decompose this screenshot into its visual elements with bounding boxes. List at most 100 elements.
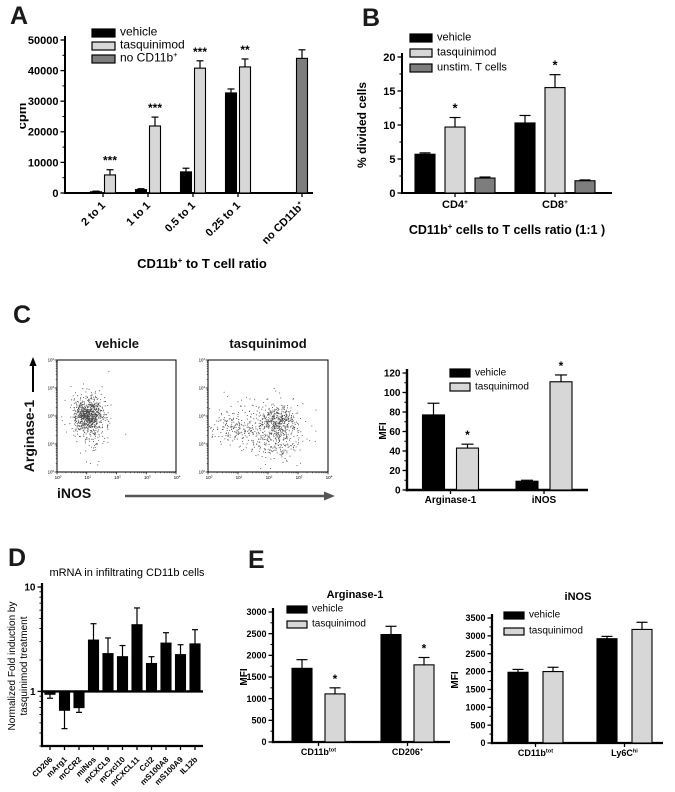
y-tick-label: 2000 xyxy=(246,650,266,660)
y-tick-label: 120 xyxy=(384,369,401,380)
x-axis-title: CD11b+ cells to T cells ratio (1:1 ) xyxy=(409,222,605,237)
flow-x-tick-label: 101 xyxy=(84,474,91,480)
bar xyxy=(549,381,573,491)
significance-star: * xyxy=(559,359,564,373)
bar xyxy=(515,480,539,491)
flow-y-tick-label: 100 xyxy=(48,469,55,475)
bar xyxy=(295,57,309,194)
y-tick-label: 0 xyxy=(480,738,485,748)
y-tick-label: 20000 xyxy=(28,127,59,139)
bar xyxy=(238,66,252,194)
bar xyxy=(421,414,446,491)
bar xyxy=(413,664,435,743)
y-tick-label: 20 xyxy=(389,466,401,477)
bar xyxy=(116,656,129,692)
bar xyxy=(455,447,480,491)
panel-e_inos-chart: 0 500 1000 1500 2000 2500 3000 3500 CD11btot Ly6C… xyxy=(450,591,663,758)
y-axis-title-line1: Normalized Fold induction by xyxy=(7,602,18,731)
legend-label: tasquinimod xyxy=(529,626,583,637)
category-label: Ly6Chi xyxy=(611,748,638,758)
bar xyxy=(414,153,436,194)
panel-e_arg-chart: 0 500 1000 1500 2000 2500 3000 CD11btot CD206+ * *… xyxy=(240,589,450,757)
flow-x-tick-label: 104 xyxy=(326,474,333,480)
flow-x-tick-label: 100 xyxy=(55,474,62,480)
bar xyxy=(291,667,313,743)
flow-x-tick-label: 100 xyxy=(206,474,213,480)
legend-label: vehicle xyxy=(120,25,158,39)
y-axis-title: MFI xyxy=(450,671,461,688)
category-label: 0.25 to 1 xyxy=(204,200,244,240)
bar xyxy=(631,628,653,744)
panel-b-chart: 0 5 10 15 20 CD4+ CD8+ * * vehicle tasquinimod unst… xyxy=(355,32,612,237)
bar xyxy=(148,125,162,194)
y-tick-label: 1000 xyxy=(246,694,266,704)
category-label: CD11btot xyxy=(301,747,336,757)
legend-label: tasquinimod xyxy=(475,382,529,393)
bar xyxy=(174,654,187,692)
flow-y-tick-label: 104 xyxy=(199,357,206,363)
legend-label: vehicle xyxy=(529,610,561,621)
legend-swatch xyxy=(286,620,308,629)
significance-star: * xyxy=(422,642,427,656)
legend-swatch xyxy=(91,28,116,38)
y-tick-label: 2000 xyxy=(465,667,485,677)
y-tick-label: 2500 xyxy=(246,629,266,639)
legend-label: vehicle xyxy=(437,32,471,44)
legend-label: tasquinimod xyxy=(120,38,185,52)
chart-title: iNOS xyxy=(565,591,592,603)
panel-e-label: E xyxy=(248,546,265,574)
category-label: 2 to 1 xyxy=(79,200,108,229)
bar xyxy=(193,67,207,194)
bar xyxy=(103,174,117,194)
y-tick-label: 0 xyxy=(395,486,401,497)
bar xyxy=(179,171,193,194)
chart-title: mRNA in infiltrating CD11b cells xyxy=(49,567,205,579)
y-axis-title: MFI xyxy=(378,422,389,439)
bar xyxy=(507,671,529,744)
legend-swatch xyxy=(286,605,308,614)
y-tick-label: 15 xyxy=(383,86,395,98)
bar xyxy=(134,189,148,194)
legend-swatch xyxy=(449,368,471,378)
flow-y-arrowhead xyxy=(29,357,37,366)
y-tick-label: 60 xyxy=(389,427,401,438)
category-label: Arginase-1 xyxy=(425,495,477,506)
y-tick-label: 1500 xyxy=(246,672,266,682)
y-tick-label: 3000 xyxy=(246,607,266,617)
legend-label: unstim. T cells xyxy=(437,62,507,74)
bar xyxy=(89,191,103,194)
flow-y-tick-label: 101 xyxy=(199,441,206,447)
category-label: 0.5 to 1 xyxy=(163,200,198,235)
flow-x-tick-label: 101 xyxy=(236,474,243,480)
bar xyxy=(324,693,346,743)
y-tick-label: 1500 xyxy=(465,685,485,695)
category-label: 1 to 1 xyxy=(124,200,153,229)
legend-label: vehicle xyxy=(312,604,344,615)
legend-swatch xyxy=(409,63,433,73)
x-axis-title: CD11b+ to T cell ratio xyxy=(137,256,267,271)
bar xyxy=(131,624,143,692)
panel-d-chart: 110CD206mArg1mCCR2miNosmCXCL9mCxcl10mCXC… xyxy=(7,567,205,788)
legend-swatch xyxy=(91,41,116,51)
panel-c-label: C xyxy=(13,301,32,329)
y-tick-label: 3000 xyxy=(465,631,485,641)
y-tick-label: 0 xyxy=(389,188,395,200)
y-axis-title-line2: tasquinimod treatment xyxy=(19,616,30,715)
bar xyxy=(542,671,564,744)
y-tick-label: 10 xyxy=(383,120,395,132)
panel-c_mfi-chart: 0 20 40 60 80 100 120 Arginase-1 iNOS * * vehicle ta… xyxy=(378,359,588,506)
bar xyxy=(102,653,114,692)
category-label: CD4+ xyxy=(442,199,468,211)
y-axis-title: % divided cells xyxy=(355,82,369,168)
legend-swatch xyxy=(409,33,433,43)
significance-star: *** xyxy=(193,45,207,59)
bar xyxy=(444,126,466,194)
flow-x-tick-label: 104 xyxy=(174,474,181,480)
y-tick-label: 3500 xyxy=(465,613,485,623)
legend-label: no CD11b+ xyxy=(120,50,177,65)
bar xyxy=(160,642,172,692)
bar xyxy=(44,690,56,695)
significance-star: * xyxy=(333,672,338,686)
bar xyxy=(73,690,85,709)
